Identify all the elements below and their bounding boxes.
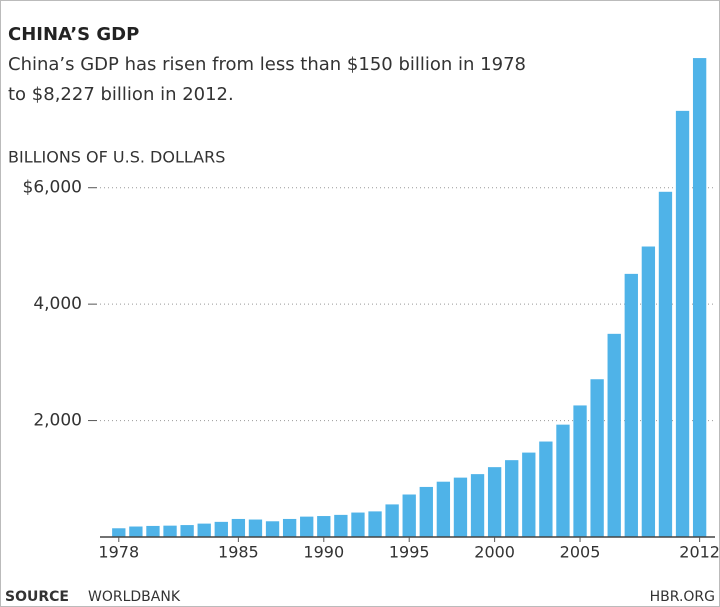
bar: [163, 525, 177, 537]
bar: [487, 467, 502, 537]
bar: [607, 333, 621, 537]
bar: [385, 504, 399, 537]
subtitle: China’s GDP has risen from less than $15…: [8, 54, 526, 75]
bar: [624, 273, 638, 537]
bar: [590, 379, 604, 537]
bar: [248, 519, 263, 537]
bar: [265, 521, 280, 537]
credit: HBR.ORG: [650, 589, 715, 605]
source-label: SOURCE: [5, 589, 69, 605]
bar: [146, 525, 160, 537]
x-tick-label: 1978: [98, 543, 139, 562]
x-tick-label: 2000: [474, 543, 515, 562]
bar: [573, 405, 587, 537]
bar: [300, 516, 314, 537]
y-tick-label: 2,000: [33, 411, 82, 431]
bar: [368, 511, 382, 537]
bar: [282, 518, 297, 537]
bar: [129, 526, 143, 537]
bar: [522, 452, 536, 537]
y-tick-label: 4,000: [33, 294, 82, 314]
bar: [112, 528, 126, 537]
bar: [453, 477, 468, 537]
bar: [505, 460, 519, 537]
x-tick-label: 2012: [679, 543, 720, 562]
x-tick-label: 1995: [389, 543, 430, 562]
bar: [470, 474, 485, 537]
chart-title: CHINA’S GDP: [8, 24, 139, 45]
source: WORLDBANK: [88, 589, 181, 605]
bar: [556, 424, 570, 537]
bar: [658, 191, 673, 537]
bar: [214, 521, 228, 537]
y-axis-label: BILLIONS OF U.S. DOLLARS: [8, 148, 225, 167]
bar: [692, 58, 707, 537]
bar: [402, 494, 416, 537]
bar: [641, 246, 656, 537]
x-tick-label: 1990: [303, 543, 344, 562]
bar: [334, 514, 348, 537]
bar: [197, 523, 211, 537]
bar: [436, 481, 451, 537]
x-tick-label: 2005: [560, 543, 601, 562]
y-tick-label: $6,000: [23, 178, 82, 198]
subtitle: to $8,227 billion in 2012.: [8, 84, 234, 105]
bar: [351, 512, 365, 537]
bar: [231, 518, 246, 537]
bar: [675, 110, 690, 537]
bar: [539, 441, 553, 537]
x-tick-label: 1985: [218, 543, 259, 562]
bar: [419, 486, 433, 537]
bar: [180, 525, 194, 537]
bar: [317, 516, 331, 537]
